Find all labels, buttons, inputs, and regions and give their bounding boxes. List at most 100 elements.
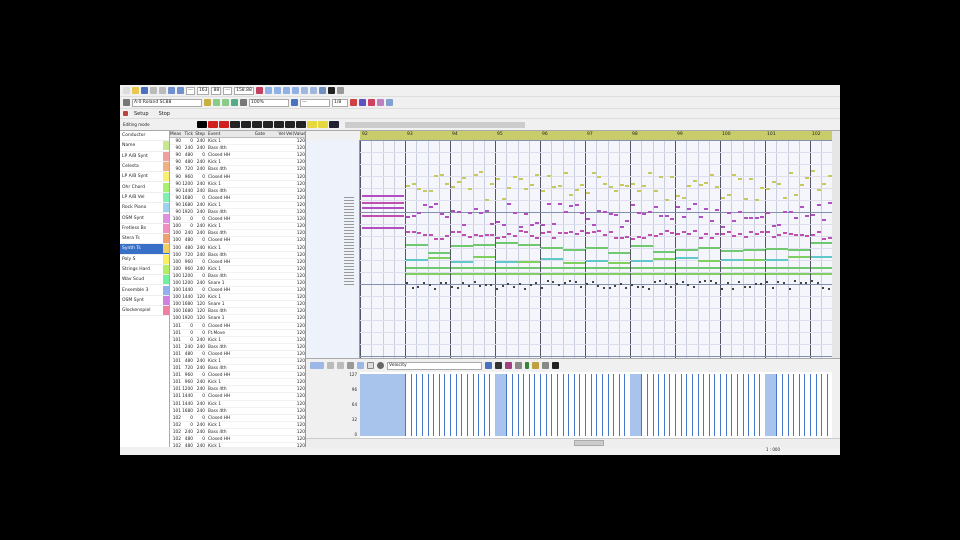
slider-icon[interactable] bbox=[525, 362, 529, 369]
note[interactable] bbox=[721, 196, 725, 199]
note[interactable] bbox=[406, 243, 428, 246]
note[interactable] bbox=[422, 281, 425, 284]
scroll-thumb[interactable] bbox=[574, 440, 604, 446]
track-item[interactable]: LP A/B Vel bbox=[120, 192, 169, 204]
forward-icon[interactable] bbox=[291, 87, 299, 94]
velocity-bar[interactable] bbox=[450, 374, 451, 436]
note[interactable] bbox=[608, 251, 630, 254]
note[interactable] bbox=[456, 180, 461, 183]
note[interactable] bbox=[676, 273, 720, 275]
note[interactable] bbox=[743, 259, 765, 262]
velocity-bar[interactable] bbox=[500, 374, 507, 436]
note[interactable] bbox=[439, 237, 444, 240]
note[interactable] bbox=[642, 185, 647, 188]
note[interactable] bbox=[406, 230, 410, 233]
note[interactable] bbox=[608, 261, 630, 264]
note[interactable] bbox=[766, 188, 770, 191]
note[interactable] bbox=[518, 282, 521, 285]
port-icon[interactable] bbox=[123, 99, 130, 106]
metronome-icon[interactable] bbox=[309, 87, 317, 94]
event-row[interactable]: 100 480 0 Closed HH 120 bbox=[170, 237, 305, 245]
note[interactable] bbox=[541, 223, 545, 226]
note[interactable] bbox=[811, 242, 832, 245]
note[interactable] bbox=[737, 210, 742, 213]
note[interactable] bbox=[529, 283, 532, 286]
note[interactable] bbox=[541, 231, 545, 234]
undo-icon[interactable] bbox=[168, 87, 175, 94]
note[interactable] bbox=[732, 220, 737, 223]
velocity-bar[interactable] bbox=[618, 374, 620, 436]
velocity-bar[interactable] bbox=[410, 374, 412, 436]
event-row[interactable]: 90 720 240 Bass 4th 120 bbox=[170, 166, 305, 174]
track-item[interactable]: Name bbox=[120, 141, 169, 152]
velocity-bar[interactable] bbox=[748, 374, 750, 436]
palette-swatch[interactable] bbox=[285, 121, 295, 128]
palette-swatch[interactable] bbox=[274, 121, 284, 128]
note[interactable] bbox=[479, 285, 482, 288]
velocity-bar[interactable] bbox=[551, 374, 553, 436]
note[interactable] bbox=[749, 231, 754, 234]
pencil-tool-icon[interactable] bbox=[347, 362, 354, 369]
note[interactable] bbox=[451, 186, 455, 189]
velocity-bar[interactable] bbox=[669, 374, 671, 436]
note[interactable] bbox=[698, 280, 701, 283]
velocity-bar[interactable] bbox=[742, 374, 744, 436]
velocity-bar[interactable] bbox=[601, 374, 603, 436]
note[interactable] bbox=[715, 208, 720, 211]
palette-swatch[interactable] bbox=[318, 121, 328, 128]
note[interactable] bbox=[541, 286, 543, 289]
note[interactable] bbox=[597, 209, 602, 212]
link-icon[interactable] bbox=[231, 99, 238, 106]
event-row[interactable]: 90 1680 240 Kick 1 120 bbox=[170, 202, 305, 210]
note[interactable] bbox=[721, 267, 765, 269]
event-row[interactable]: 100 0 0 Closed HH 120 bbox=[170, 216, 305, 224]
note[interactable] bbox=[428, 256, 450, 259]
note[interactable] bbox=[451, 244, 473, 247]
event-row[interactable]: 101 1200 240 Bass 4th 120 bbox=[170, 386, 305, 394]
event-row[interactable]: 100 960 0 Closed HH 120 bbox=[170, 259, 305, 266]
note[interactable] bbox=[586, 267, 630, 269]
palette-swatch[interactable] bbox=[252, 121, 262, 128]
velocity-bar[interactable] bbox=[478, 374, 480, 436]
note[interactable] bbox=[602, 211, 607, 214]
note[interactable] bbox=[653, 281, 656, 284]
velocity-bar[interactable] bbox=[438, 374, 440, 436]
note[interactable] bbox=[721, 250, 743, 253]
event-row[interactable]: 101 720 240 Bass 4th 120 bbox=[170, 365, 305, 373]
velocity-bar[interactable] bbox=[781, 374, 783, 436]
note[interactable] bbox=[732, 234, 737, 237]
note[interactable] bbox=[496, 273, 540, 275]
event-row[interactable]: 90 1200 240 Kick 1 120 bbox=[170, 181, 305, 188]
note[interactable] bbox=[619, 237, 624, 240]
note[interactable] bbox=[732, 287, 735, 290]
palette-swatch[interactable] bbox=[263, 121, 273, 128]
note[interactable] bbox=[676, 206, 680, 209]
palette-swatch[interactable] bbox=[296, 121, 306, 128]
event-row[interactable]: 102 240 240 Bass 4th 120 bbox=[170, 429, 305, 437]
velocity-bar[interactable] bbox=[714, 374, 716, 436]
note[interactable] bbox=[434, 203, 439, 206]
note[interactable] bbox=[766, 230, 770, 233]
note[interactable] bbox=[586, 273, 630, 275]
note[interactable] bbox=[422, 203, 427, 206]
note[interactable] bbox=[411, 287, 414, 290]
track-item[interactable]: LP A/B Synt bbox=[120, 172, 169, 183]
note[interactable] bbox=[591, 230, 596, 233]
velocity-bar[interactable] bbox=[540, 374, 541, 436]
note[interactable] bbox=[777, 223, 782, 226]
color-icon[interactable] bbox=[327, 87, 335, 94]
note[interactable] bbox=[507, 282, 510, 285]
note[interactable] bbox=[827, 236, 832, 239]
note[interactable] bbox=[709, 236, 714, 239]
note[interactable] bbox=[428, 205, 433, 208]
note[interactable] bbox=[428, 234, 433, 237]
note[interactable] bbox=[743, 249, 765, 252]
note[interactable] bbox=[518, 260, 540, 263]
event-row[interactable]: 101 0 240 Kick 1 120 bbox=[170, 337, 305, 344]
velocity-bar[interactable] bbox=[421, 374, 423, 436]
track-item[interactable]: OSM Synt bbox=[120, 295, 169, 307]
velocity-bar[interactable] bbox=[658, 374, 660, 436]
event-row[interactable]: 90 480 0 Closed HH 120 bbox=[170, 152, 305, 160]
marker-icon[interactable] bbox=[368, 99, 375, 106]
note[interactable] bbox=[467, 236, 472, 239]
